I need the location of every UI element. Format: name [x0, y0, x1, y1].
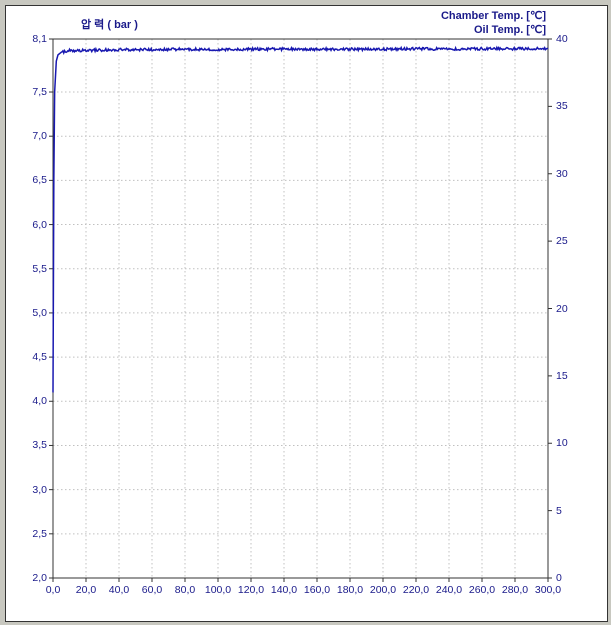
chart-svg — [6, 6, 607, 621]
chart-panel: 압 력 ( bar )Chamber Temp. [℃]Oil Temp. [℃… — [5, 5, 608, 622]
